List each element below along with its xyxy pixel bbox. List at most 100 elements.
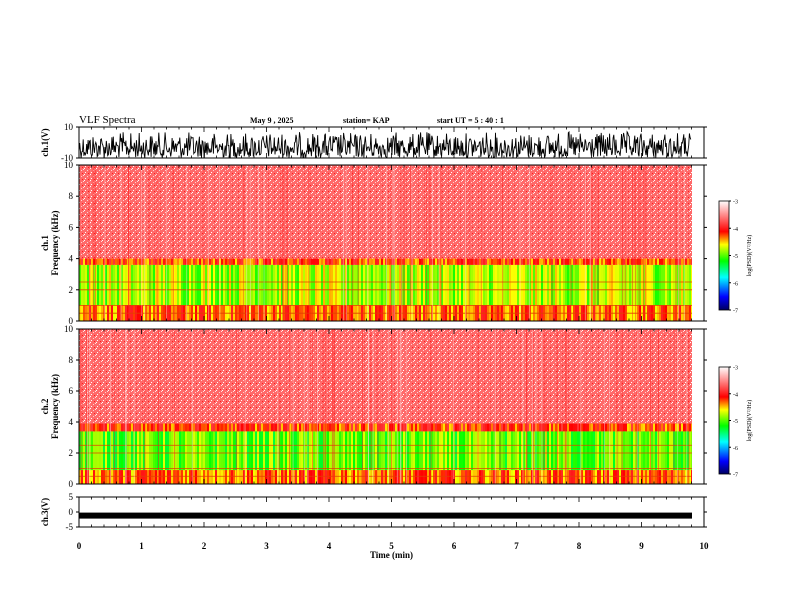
ch1-spectrogram-cell [295,264,297,306]
ch2-spectrogram-cell [273,423,275,432]
ch2-spectrogram-cell [255,470,257,484]
ch1-spectrogram-cell [391,264,393,306]
ch2-spectrogram-cell [491,431,493,471]
ch2-spectrogram-cell [469,431,471,471]
ch2-spectrogram-cell [635,431,637,471]
ch2-spectrogram-cell [467,470,469,484]
ch2-spectrogram-cell [461,470,463,484]
ch2-spectrogram-cell [223,431,225,471]
ch2-spectrogram-cell [653,470,655,484]
ch2-spectrogram-cell [153,470,155,484]
ch1-spectrogram-cell [485,258,487,265]
ch1-spectrogram-cell [381,264,383,306]
ch2-spectrogram-cell [635,470,637,484]
ch1-spectrogram-cell [213,264,215,306]
ch1-spectrogram-cell [113,264,115,306]
ch2-spectrogram-cell [231,470,233,484]
ch2-spectrogram-cell [495,423,497,432]
ch1-spectrogram-cell [611,264,613,306]
ch2-spectrogram-cell [467,431,469,471]
ch2-spectrogram-cell [557,423,559,432]
ch2-spectrogram-cell [607,431,609,471]
ch2-spectrogram-cell [447,423,449,432]
ch2-spectrogram-cell [317,470,319,484]
ch2-spectrogram-cell [237,431,239,471]
ch2-spectrogram-cell [629,423,631,432]
ch2-spectrogram-cell [569,470,571,484]
ch2-spectrogram-cell [263,423,265,432]
ch2-spectrogram-cell [661,470,663,484]
ch2-spectrogram-cell [553,470,555,484]
ch2-spectrogram-cell [665,431,667,471]
ch2-spectrogram-cell [473,431,475,471]
ch2-spectrogram-cell [249,423,251,432]
ch2-spectrogram-cell [519,431,521,471]
ch2-spectrogram-cell [253,431,255,471]
ch2-spectrogram-cell [201,423,203,432]
ch2-spectrogram-cell [639,470,641,484]
ch1-spectrogram-cell [637,258,639,265]
ch2-spectrogram-cell [141,470,143,484]
ch1-spectrogram-cell [461,264,463,306]
ch2-spectrogram-cell [229,431,231,471]
ch2-spectrogram-cell [313,431,315,471]
ch1-spectrogram-cell [405,264,407,306]
ch2-spectrogram-cell [503,470,505,484]
ch1-spectrogram-cell [321,258,323,265]
ch1-spectrogram-cell [679,264,681,306]
ch2-spectrogram-cell [351,423,353,432]
ch1-spectrogram-cell [395,264,397,306]
ch2-spectrogram-cell [327,470,329,484]
ch2-spectrogram-cell [263,431,265,471]
ch2-spectrogram-cell [211,431,213,471]
ch1-spectrogram-cell [645,258,647,265]
ch2-spectrogram-cell [107,423,109,432]
ch2-spectrogram-cell [581,423,583,432]
ch2-spectrogram-cell [527,431,529,471]
ch1-spectrogram-cell [445,258,447,265]
ch2-spectrogram-cell [175,431,177,471]
ch1-spectrogram-cell [549,264,551,306]
ch2-spectrogram-cell [523,431,525,471]
ch1-spectrogram-cell [97,264,99,306]
ch2-spectrogram-cell [507,470,509,484]
ch2-spectrogram-cell [147,431,149,471]
ch1-spectrogram-cell [147,264,149,306]
ch2-spectrogram-cell [561,431,563,471]
ch2-spectrogram-cell [639,423,641,432]
ch1-spectrogram-cell [105,258,107,265]
ch2-spectrogram-cell [101,423,103,432]
ch1-spectrogram-cell [109,258,111,265]
ch1-spectrogram-cell [439,258,441,265]
ch2-spectrogram-cell [555,431,557,471]
ch2-spectrogram-cell [327,423,329,432]
ch2-spectrogram-cell [647,423,649,432]
ch2-spectrogram-cell [429,470,431,484]
ch2-spectrogram-cell [383,431,385,471]
ch2-spectrogram-cell [603,423,605,432]
ch2-spectrogram-cell [261,470,263,484]
ch2-spectrogram-cell [619,423,621,432]
ch1-spectrogram-empty-region [692,165,704,321]
ch1-spectrogram-cell [501,264,503,306]
ch1-spectrogram-cell [377,258,379,265]
ch1-spectrogram-cell [317,258,319,265]
ch2-spectrogram-cell [683,470,685,484]
ch2-spectrogram-cell [599,423,601,432]
ch1-spectrogram-cell [555,258,557,265]
ch2-spectrogram-cell [511,423,513,432]
ch1-spectrogram-cell [79,258,81,265]
ch2-spectrogram-cell [383,423,385,432]
ch1-spectrogram-cell [341,258,343,265]
ch1-spectrogram-cell [189,264,191,306]
ch1-spectrogram-cell [389,258,391,265]
ch1-spectrogram-cell [637,264,639,306]
ch2-spectrogram-cell [589,423,591,432]
ch1-spectrogram-cell [495,264,497,306]
ch2-spectrogram-cell [559,431,561,471]
ch2-spectrogram-cell [167,423,169,432]
ch1-spectrogram-cell [213,258,215,265]
ch2-spectrogram-cell [139,431,141,471]
ch2-spectrogram-cell [441,470,443,484]
